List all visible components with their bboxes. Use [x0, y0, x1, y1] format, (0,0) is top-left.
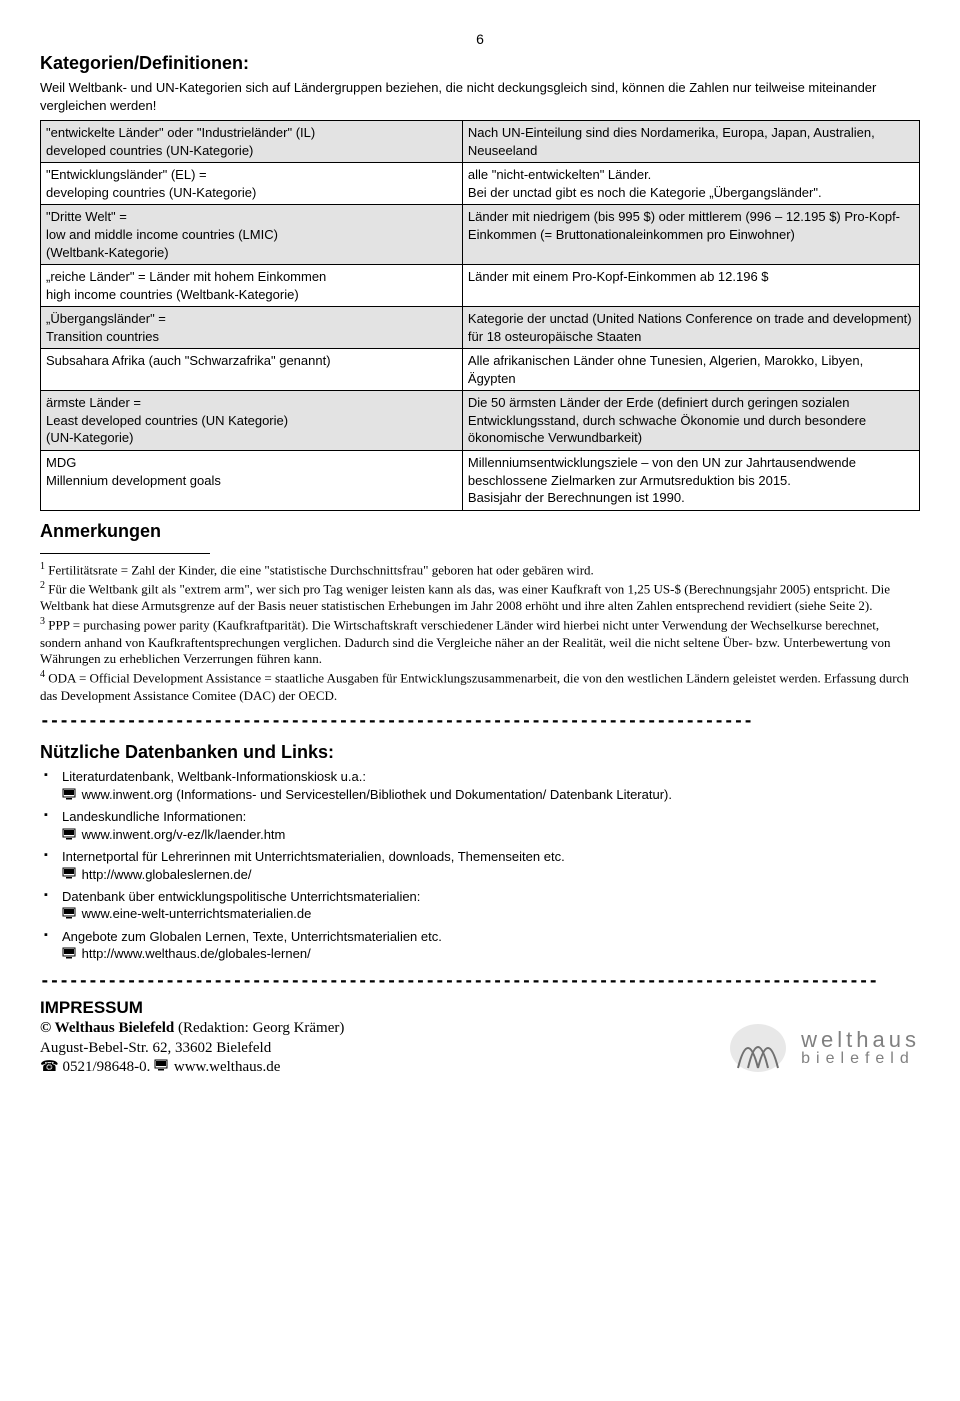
- impressum-web: www.welthaus.de: [170, 1060, 280, 1076]
- link-url[interactable]: www.inwent.org (Informations- und Servic…: [62, 787, 672, 802]
- heading-notes: Anmerkungen: [40, 519, 920, 543]
- table-row: „reiche Länder" = Länder mit hohem Einko…: [41, 265, 920, 307]
- footnote-separator: [40, 553, 210, 554]
- divider-1: ----------------------------------------…: [40, 710, 920, 732]
- definition-term: Subsahara Afrika (auch "Schwarzafrika" g…: [41, 349, 463, 391]
- footnotes-block: 1 Fertilitätsrate = Zahl der Kinder, die…: [40, 560, 920, 704]
- definition-term: MDGMillennium development goals: [41, 451, 463, 511]
- intro-text: Weil Weltbank- und UN-Kategorien sich au…: [40, 79, 920, 114]
- impressum-phone: 0521/98648-0.: [59, 1060, 154, 1076]
- link-url[interactable]: http://www.globaleslernen.de/: [62, 867, 251, 882]
- computer-icon: [62, 787, 76, 805]
- computer-icon: [62, 827, 76, 845]
- link-label: Datenbank über entwicklungspolitische Un…: [62, 889, 420, 904]
- table-row: ärmste Länder =Least developed countries…: [41, 391, 920, 451]
- definition-desc: Die 50 ärmsten Länder der Erde (definier…: [462, 391, 919, 451]
- divider-2: ----------------------------------------…: [40, 970, 920, 992]
- definition-term: "Dritte Welt" =low and middle income cou…: [41, 205, 463, 265]
- footnote: 4 ODA = Official Development Assistance …: [40, 668, 920, 704]
- definition-desc: Millenniumsentwicklungsziele – von den U…: [462, 451, 919, 511]
- table-row: "Entwicklungsländer" (EL) =developing co…: [41, 163, 920, 205]
- definition-desc: Alle afrikanischen Länder ohne Tunesien,…: [462, 349, 919, 391]
- link-label: Angebote zum Globalen Lernen, Texte, Unt…: [62, 929, 442, 944]
- logo-text-bottom: bielefeld: [801, 1051, 920, 1067]
- definition-desc: Nach UN-Einteilung sind dies Nordamerika…: [462, 121, 919, 163]
- impressum-block: IMPRESSUM © Welthaus Bielefeld (Redaktio…: [40, 997, 344, 1078]
- table-row: Subsahara Afrika (auch "Schwarzafrika" g…: [41, 349, 920, 391]
- definition-term: ärmste Länder =Least developed countries…: [41, 391, 463, 451]
- list-item: Angebote zum Globalen Lernen, Texte, Unt…: [40, 928, 920, 964]
- computer-icon: [62, 946, 76, 964]
- link-url[interactable]: http://www.welthaus.de/globales-lernen/: [62, 946, 311, 961]
- table-row: „Übergangsländer" =Transition countriesK…: [41, 307, 920, 349]
- table-row: "entwickelte Länder" oder "Industrieländ…: [41, 121, 920, 163]
- links-list: Literaturdatenbank, Weltbank-Information…: [40, 768, 920, 963]
- link-url[interactable]: www.eine-welt-unterrichtsmaterialien.de: [62, 906, 311, 921]
- welthaus-logo: welthaus bielefeld: [723, 1018, 920, 1078]
- page-number: 6: [40, 30, 920, 49]
- impressum-editor: (Redaktion: Georg Krämer): [174, 1020, 344, 1036]
- list-item: Literaturdatenbank, Weltbank-Information…: [40, 768, 920, 804]
- phone-icon: ☎: [40, 1060, 59, 1076]
- list-item: Internetportal für Lehrerinnen mit Unter…: [40, 848, 920, 884]
- definition-term: „reiche Länder" = Länder mit hohem Einko…: [41, 265, 463, 307]
- definition-desc: alle "nicht-entwickelten" Länder.Bei der…: [462, 163, 919, 205]
- list-item: Landeskundliche Informationen: www.inwen…: [40, 808, 920, 844]
- computer-icon: [62, 866, 76, 884]
- footnote: 2 Für die Weltbank gilt als "extrem arm"…: [40, 579, 920, 615]
- definition-term: "entwickelte Länder" oder "Industrieländ…: [41, 121, 463, 163]
- definition-desc: Kategorie der unctad (United Nations Con…: [462, 307, 919, 349]
- definition-desc: Länder mit einem Pro-Kopf-Einkommen ab 1…: [462, 265, 919, 307]
- link-label: Literaturdatenbank, Weltbank-Information…: [62, 769, 366, 784]
- footnote: 3 PPP = purchasing power parity (Kaufkra…: [40, 615, 920, 668]
- definition-term: "Entwicklungsländer" (EL) =developing co…: [41, 163, 463, 205]
- definitions-table: "entwickelte Länder" oder "Industrieländ…: [40, 120, 920, 510]
- list-item: Datenbank über entwicklungspolitische Un…: [40, 888, 920, 924]
- heading-links: Nützliche Datenbanken und Links:: [40, 740, 920, 764]
- logo-text-top: welthaus: [801, 1029, 920, 1051]
- computer-icon: [62, 906, 76, 924]
- impressum-org: © Welthaus Bielefeld: [40, 1020, 174, 1036]
- definition-term: „Übergangsländer" =Transition countries: [41, 307, 463, 349]
- table-row: MDGMillennium development goalsMillenniu…: [41, 451, 920, 511]
- logo-icon: [723, 1018, 793, 1078]
- impressum-title: IMPRESSUM: [40, 997, 344, 1019]
- link-label: Internetportal für Lehrerinnen mit Unter…: [62, 849, 565, 864]
- link-label: Landeskundliche Informationen:: [62, 809, 246, 824]
- definition-desc: Länder mit niedrigem (bis 995 $) oder mi…: [462, 205, 919, 265]
- impressum-address: August-Bebel-Str. 62, 33602 Bielefeld: [40, 1039, 344, 1059]
- heading-categories: Kategorien/Definitionen:: [40, 51, 920, 75]
- table-row: "Dritte Welt" =low and middle income cou…: [41, 205, 920, 265]
- link-url[interactable]: www.inwent.org/v-ez/lk/laender.htm: [62, 827, 285, 842]
- computer-icon: [154, 1058, 168, 1078]
- footnote: 1 Fertilitätsrate = Zahl der Kinder, die…: [40, 560, 920, 579]
